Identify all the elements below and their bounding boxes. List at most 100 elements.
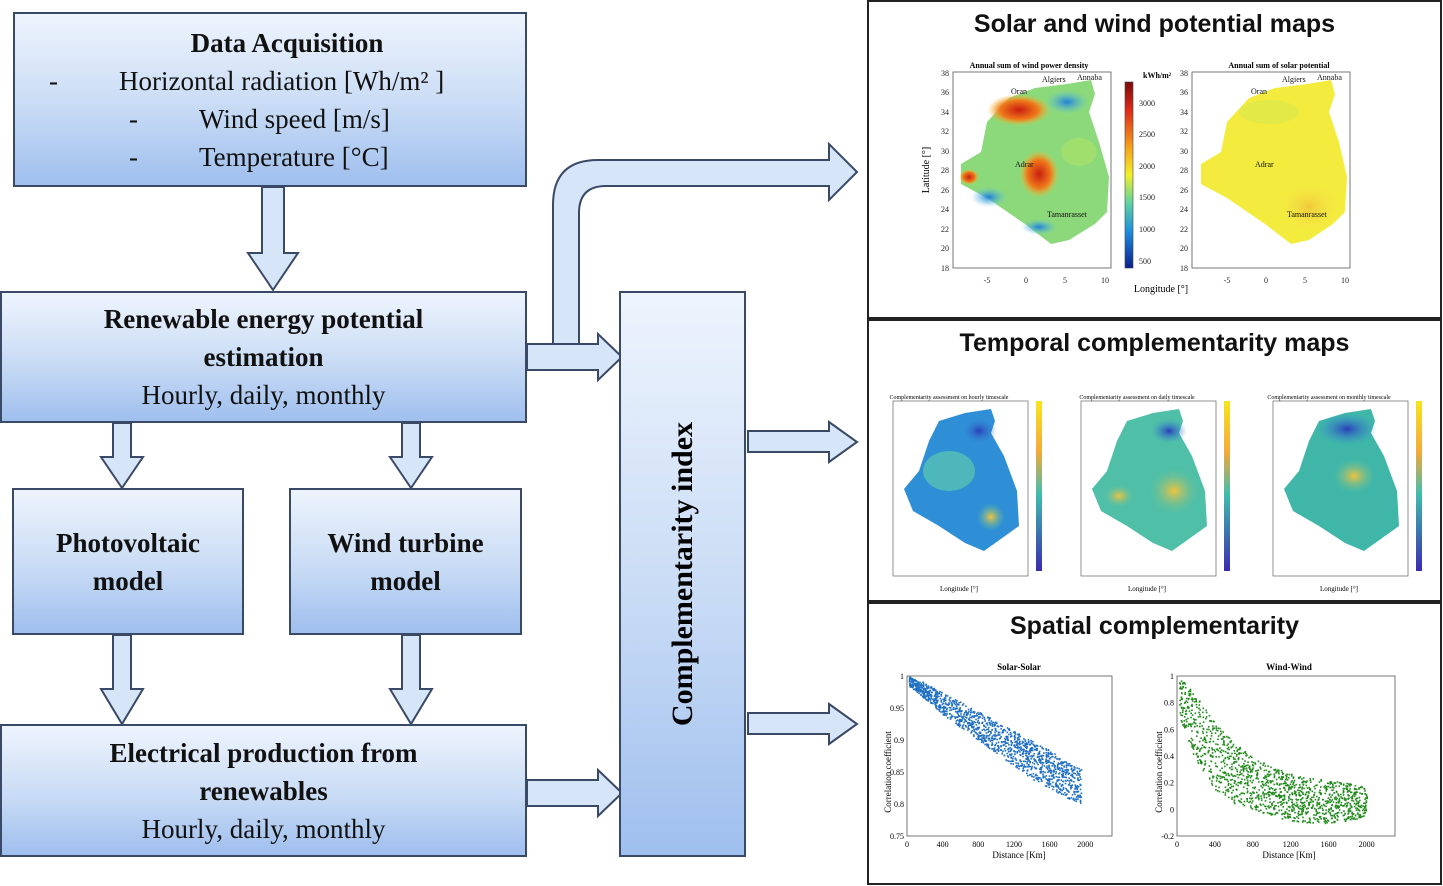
scatter-point [1204, 746, 1207, 749]
scatter-point [1316, 795, 1318, 798]
scatter-point [1193, 744, 1195, 747]
scatter-point [970, 719, 973, 722]
scatter-point [1045, 766, 1048, 769]
scatter-point [1271, 802, 1274, 805]
scatter-point [993, 747, 996, 749]
scatter-point [1323, 804, 1326, 807]
scatter-point [1342, 787, 1345, 790]
scatter-point [1318, 781, 1321, 783]
scatter-point [1058, 773, 1060, 775]
scatter-point [1252, 786, 1254, 789]
scatter-point [1025, 741, 1028, 744]
scatter-point [1355, 807, 1357, 809]
scatter-point [1030, 748, 1033, 751]
scatter-point [1064, 782, 1067, 785]
scatter-point [1025, 743, 1028, 746]
scatter-point [1059, 769, 1061, 772]
svg-text:32: 32 [941, 127, 949, 136]
scatter-point [1301, 786, 1304, 789]
scatter-point [1183, 707, 1186, 710]
scatter-point [1331, 786, 1333, 789]
scatter-point [1259, 809, 1262, 812]
scatter-point [950, 702, 953, 704]
scatter-point [1257, 796, 1260, 798]
scatter-point [1208, 765, 1211, 767]
scatter-point [971, 721, 974, 723]
scatter-point [1020, 765, 1023, 767]
scatter-point [1202, 711, 1204, 714]
scatter-point [1245, 752, 1247, 755]
scatter-point [960, 715, 962, 717]
scatter-point [1350, 791, 1353, 794]
scatter-point [1235, 746, 1238, 749]
scatter-point [1360, 816, 1362, 818]
scatter-point [961, 719, 963, 722]
scatter-point [1245, 764, 1247, 767]
scatter-point [1290, 781, 1293, 783]
scatter-point [1306, 800, 1308, 802]
scatter-point [969, 723, 972, 726]
scatter-point [1258, 781, 1260, 783]
scatter-point [1331, 783, 1334, 786]
scatter-point [943, 705, 945, 708]
scatter-point [1351, 799, 1353, 802]
scatter-point [1240, 792, 1243, 795]
scatter-point [939, 705, 942, 708]
scatter-point [1324, 787, 1327, 789]
temporal-map-axes-daily [1080, 400, 1217, 577]
scatter-point [1270, 803, 1273, 805]
scatter-point [1229, 741, 1232, 744]
scatter-point [1201, 730, 1204, 733]
scatter-point [1195, 698, 1197, 700]
scatter-point [1232, 785, 1235, 788]
scatter-point [1227, 780, 1229, 783]
scatter-point [991, 742, 994, 745]
scatter-point [943, 700, 945, 703]
scatter-point [1242, 774, 1245, 777]
scatter-point [1325, 790, 1328, 792]
scatter-point [1037, 776, 1040, 779]
scatter-point [1218, 790, 1221, 793]
scatter-point [1214, 732, 1217, 734]
scatter-point [1180, 697, 1183, 700]
scatter-point [1276, 782, 1278, 785]
scatter-point [1285, 784, 1287, 787]
scatter-point [1063, 765, 1066, 767]
scatter-point [1191, 730, 1193, 732]
scatter-point [1075, 791, 1077, 793]
scatter-point [1301, 810, 1303, 813]
scatter-point [1194, 712, 1197, 715]
scatter-point [1301, 807, 1304, 810]
scatter-point [920, 693, 922, 696]
scatter-point [1029, 755, 1031, 758]
scatter-point [1342, 805, 1344, 807]
maps-ylabel: Latitude [°] [921, 147, 932, 193]
scatter-point [941, 706, 944, 709]
scatter-point [1062, 774, 1065, 777]
scatter-point [1304, 820, 1306, 822]
scatter-point [1035, 744, 1038, 747]
scatter-point [1266, 811, 1269, 814]
scatter-point [912, 682, 914, 684]
scatter-point [1326, 821, 1329, 824]
scatter-point [1293, 786, 1296, 789]
scatter-point [1231, 774, 1233, 776]
scatter-point [1180, 714, 1182, 716]
scatter-point [1274, 795, 1277, 797]
scatter-point [1194, 698, 1196, 700]
scatter-point [982, 740, 984, 742]
scatter-point [1332, 801, 1335, 803]
scatter-point [1007, 756, 1010, 758]
solar-solar-title: Solar-Solar [997, 662, 1041, 672]
scatter-point [1352, 800, 1355, 802]
scatter-point [1255, 777, 1257, 780]
scatter-point [1077, 790, 1080, 793]
scatter-point [1204, 760, 1207, 762]
scatter-point [1183, 720, 1186, 722]
scatter-point [1258, 810, 1260, 812]
scatter-point [1051, 778, 1053, 780]
scatter-point [915, 682, 918, 685]
scatter-point [1029, 747, 1032, 750]
wind-wind-title: Wind-Wind [1266, 662, 1312, 672]
scatter-point [1046, 782, 1048, 784]
